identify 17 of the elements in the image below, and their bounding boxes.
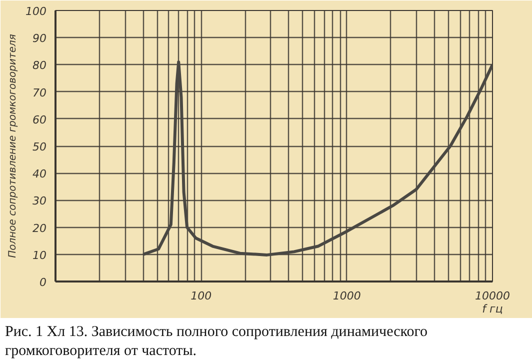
y-tick-label: 0 <box>40 276 46 289</box>
y-tick-label: 20 <box>32 222 47 235</box>
y-axis-title: Полное сопротивление громкоговорителя <box>8 34 19 258</box>
y-tick-label: 60 <box>32 113 47 126</box>
y-tick-label: 40 <box>32 168 47 181</box>
y-tick-label: 100 <box>26 5 47 18</box>
y-tick-label: 90 <box>32 32 47 46</box>
x-tick-label: 1000 <box>332 290 361 302</box>
y-tick-label: 70 <box>32 86 47 100</box>
x-axis-title: f гц <box>482 302 503 316</box>
x-tick-label: 10000 <box>475 290 510 302</box>
x-tick-label: 100 <box>190 290 212 302</box>
y-tick-label: 10 <box>32 248 47 262</box>
y-tick-label: 30 <box>32 194 47 208</box>
y-tick-label: 50 <box>32 140 47 154</box>
text: Рис. 1 Хл 13. Зависимость полного сопротивления динамического громкоговорителя от частоты. <box>5 323 429 360</box>
y-tick-label: 80 <box>32 59 47 72</box>
